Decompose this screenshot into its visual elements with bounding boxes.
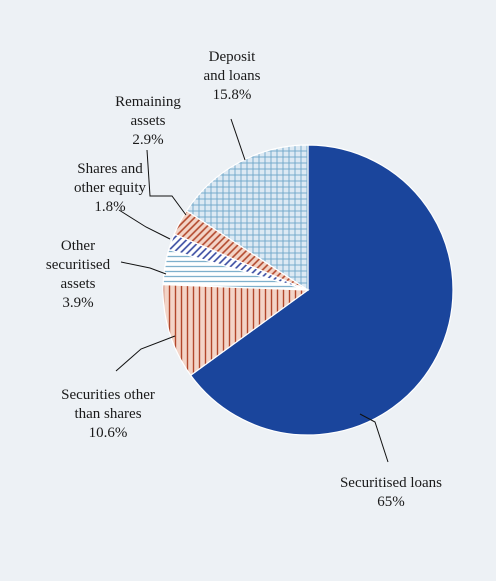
slice-label-line: Securitised loans [340,475,442,491]
slice-labels: Securitised loans 65% Securities other than… [46,49,442,510]
slice-label-securities-other: Securities other than shares 10.6% [61,387,155,441]
slice-label-deposit: Deposit and loans 15.8% [203,49,260,103]
slice-label-shares-and: Shares and other equity 1.8% [74,161,147,215]
pie-slice-securities-other [162,283,310,377]
slice-label-line: Shares and [77,161,143,177]
slice-label-line: 1.8% [94,199,125,215]
slice-label-line: Deposit [209,49,256,65]
leader-line-remaining [146,149,187,216]
slice-label-line: Securities other [61,387,155,403]
slice-label-line: assets [131,113,166,129]
pie-slices [162,144,454,436]
slice-label-line: than shares [74,406,141,422]
slice-label-line: other equity [74,180,147,196]
leader-line-shares-and [118,209,171,240]
slice-label-line: 2.9% [132,132,163,148]
leader-line-other [120,261,167,275]
slice-label-other: Other securitised assets 3.9% [46,238,111,311]
slice-label-line: 65% [377,494,405,510]
slice-label-line: assets [61,276,96,292]
slice-label-line: 15.8% [213,87,252,103]
slice-label-line: and loans [203,68,260,84]
pie-slice-deposit [185,144,309,292]
leader-lines [115,118,389,463]
slice-label-line: 10.6% [89,425,128,441]
slice-label-line: Other [61,238,95,254]
slice-label-remaining: Remaining assets 2.9% [115,94,181,148]
slice-label-line: Remaining [115,94,181,110]
leader-line-securities-other [115,335,176,372]
leader-line-deposit [230,118,246,161]
leader-line-securitised-loans [359,413,389,463]
slice-label-line: 3.9% [62,295,93,311]
slice-label-line: securitised [46,257,111,273]
pie-slice-securitised-loans [189,144,454,436]
slice-label-securitised-loans: Securitised loans 65% [340,475,442,510]
